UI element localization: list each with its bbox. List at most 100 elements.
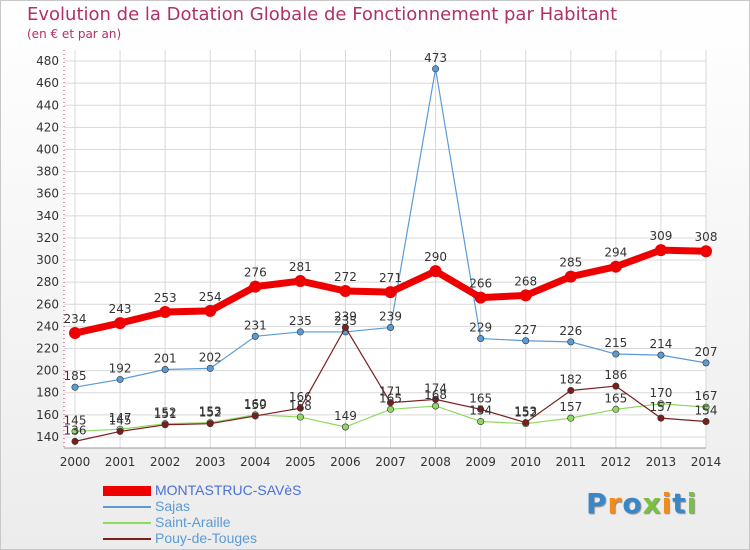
y-tick-label: 140 [36, 430, 59, 444]
series-1-point [71, 383, 79, 391]
series-2-point [432, 402, 440, 410]
series-1-point [116, 375, 124, 383]
series-3-point [206, 420, 214, 428]
x-tick-label: 2014 [691, 455, 722, 469]
series-1-data-label: 207 [695, 345, 718, 359]
series-2-data-label: 152 [514, 406, 537, 420]
series-3-data-label: 136 [64, 423, 87, 437]
series-0-data-label: 285 [559, 256, 582, 270]
chart-title: Evolution de la Dotation Globale de Fonc… [27, 4, 618, 25]
series-2-point [702, 403, 710, 411]
series-1-data-label: 229 [469, 321, 492, 335]
legend-label: Pouy-de-Touges [155, 530, 257, 546]
series-2-data-label: 157 [559, 400, 582, 414]
legend-item: Saint-Araille [103, 514, 403, 530]
series-2-point [657, 400, 665, 408]
series-1-data-label: 215 [604, 336, 627, 350]
series-0-point [384, 286, 397, 299]
x-tick-label: 2002 [150, 455, 181, 469]
series-3-data-label: 171 [379, 385, 402, 399]
series-0-point [69, 327, 81, 340]
x-tick-label: 2012 [601, 455, 632, 469]
y-tick-label: 200 [36, 364, 59, 378]
series-3-point [341, 323, 349, 331]
series-3-point [702, 417, 710, 425]
y-tick-label: 160 [36, 408, 59, 422]
series-2-point [71, 427, 79, 435]
y-tick-label: 320 [36, 231, 59, 245]
y-tick-label: 360 [36, 187, 59, 201]
series-1-point [386, 323, 394, 331]
series-0-point [249, 280, 262, 293]
series-0-point [609, 260, 622, 273]
y-tick-label: 460 [36, 76, 59, 90]
legend-swatch [103, 522, 151, 524]
series-2-data-label: 165 [379, 391, 402, 405]
series-3-data-label: 239 [334, 309, 357, 323]
x-tick-label: 2000 [60, 455, 91, 469]
logo-letter: t [672, 487, 687, 520]
y-tick-label: 340 [36, 209, 59, 223]
series-2-data-label: 158 [289, 399, 312, 413]
series-1-data-label: 202 [199, 350, 222, 364]
series-1-point [251, 332, 259, 340]
series-3-data-label: 174 [424, 381, 447, 395]
series-3-data-label: 145 [109, 413, 132, 427]
x-tick-label: 2009 [465, 455, 496, 469]
x-tick-label: 2011 [556, 455, 587, 469]
legend-item: Pouy-de-Touges [103, 530, 403, 546]
logo-letter: x [642, 487, 662, 520]
series-0-data-label: 266 [469, 277, 492, 291]
series-1-data-label: 239 [379, 309, 402, 323]
series-1-data-label: 473 [424, 51, 447, 65]
series-0-point [564, 270, 577, 283]
series-0-data-label: 234 [64, 312, 87, 326]
series-3-point [71, 437, 79, 445]
x-tick-label: 2001 [105, 455, 136, 469]
proxiti-logo: Proxiti [586, 487, 697, 520]
series-3-data-label: 154 [695, 403, 718, 417]
series-3-point [477, 405, 485, 413]
series-0-data-label: 243 [109, 302, 132, 316]
y-tick-label: 180 [36, 386, 59, 400]
legend-label: MONTASTRUC-SAVèS [155, 482, 302, 498]
series-1-data-label: 227 [514, 323, 537, 337]
series-1-point [432, 65, 440, 73]
y-tick-label: 420 [36, 120, 59, 134]
x-tick-label: 2008 [420, 455, 451, 469]
series-0-data-label: 309 [649, 229, 672, 243]
series-3-data-label: 157 [649, 400, 672, 414]
series-3-data-label: 166 [289, 390, 312, 404]
y-tick-label: 440 [36, 98, 59, 112]
series-0-data-label: 272 [334, 270, 357, 284]
plot-area [64, 50, 706, 448]
x-tick-label: 2003 [195, 455, 226, 469]
series-0-point [204, 304, 217, 317]
series-layer [69, 65, 712, 445]
legend-swatch [103, 506, 151, 508]
y-tick-label: 300 [36, 253, 59, 267]
series-1-data-label: 201 [154, 352, 177, 366]
y-tick-label: 400 [36, 143, 59, 157]
series-1-point [161, 366, 169, 374]
legend-item: Sajas [103, 498, 403, 514]
series-0-point [339, 285, 352, 298]
series-2-point [341, 423, 349, 431]
legend-label: Sajas [155, 498, 191, 514]
series-1-point [477, 335, 485, 343]
series-0-point [700, 245, 712, 258]
series-0-data-label: 268 [514, 274, 537, 288]
series-0-data-label: 308 [695, 230, 718, 244]
series-1-data-label: 185 [64, 369, 87, 383]
series-2-point [612, 405, 620, 413]
series-0-point [294, 275, 307, 288]
series-1-point [612, 350, 620, 358]
legend-item: MONTASTRUC-SAVèS [103, 482, 403, 498]
series-3-data-label: 165 [469, 391, 492, 405]
series-1-point [657, 351, 665, 359]
series-0-data-label: 276 [244, 266, 267, 280]
series-2-point [296, 413, 304, 421]
series-1-point [296, 328, 304, 336]
series-0-point [654, 244, 667, 257]
series-0-data-label: 254 [199, 290, 222, 304]
